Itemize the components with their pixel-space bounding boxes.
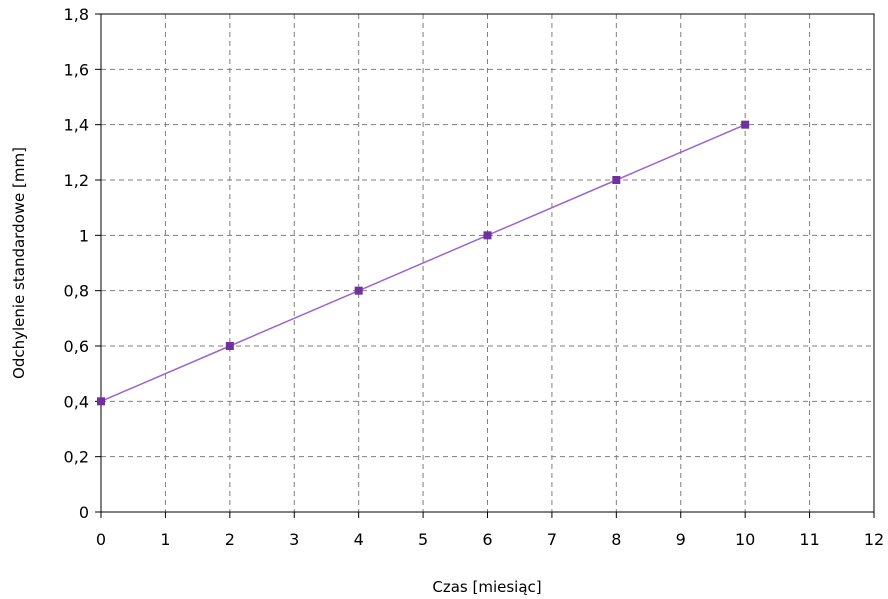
series-layer [97,120,750,406]
x-tick-label: 3 [289,530,299,549]
grid-lines [101,13,874,512]
data-point-marker [612,176,621,184]
axis-ticks: 0 1 2 3 4 5 6 7 8 9 10 11 1200,20,40,60,811,21,41,61… [64,5,885,549]
y-tick-label: 0,8 [64,282,89,301]
data-point-marker [97,397,105,406]
y-tick-label: 1,2 [64,171,89,190]
y-tick-label: 0,6 [64,337,89,356]
y-tick-label: 1,6 [64,60,89,79]
y-tick-label: 0 [79,503,89,522]
data-point-marker [483,231,492,240]
y-tick-label: 1 [79,226,89,245]
x-tick-label: 11 [799,530,819,549]
data-point-marker [741,120,750,129]
x-tick-label: 9 [676,530,686,549]
data-point-marker [225,342,234,350]
x-tick-label: 6 [482,530,492,549]
x-tick-label: 4 [354,530,364,549]
y-tick-label: 1,4 [64,116,89,135]
x-tick-label: 10 [735,530,755,549]
y-axis-title: Odchylenie standardowe [mm] [10,147,28,379]
x-axis-title: Czas [miesiąc] [432,578,541,596]
y-tick-label: 0,2 [64,448,89,467]
series-line [100,123,746,403]
y-tick-label: 0,4 [64,392,89,411]
x-tick-label: 8 [611,530,621,549]
x-tick-label: 12 [864,530,884,549]
x-tick-label: 5 [418,530,428,549]
x-tick-label: 0 [96,530,106,549]
x-tick-label: 1 [160,530,170,549]
x-tick-label: 2 [225,530,235,549]
x-tick-label: 7 [547,530,557,549]
data-point-marker [354,286,363,295]
y-tick-label: 1,8 [64,5,89,24]
